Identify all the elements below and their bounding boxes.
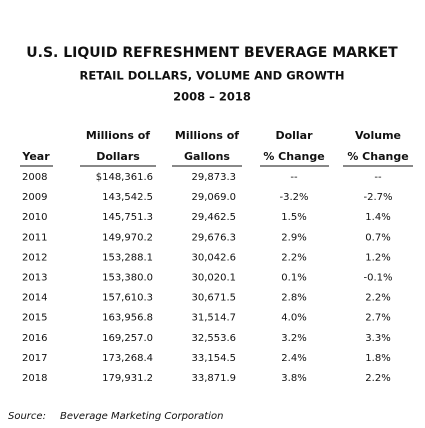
cell: 29,069.0: [191, 192, 236, 203]
cell: 163,956.8: [102, 313, 153, 324]
cell: 1.8%: [365, 353, 390, 364]
cell: 3.3%: [365, 333, 390, 344]
cell: 2.9%: [281, 232, 306, 243]
cell: 149,970.2: [102, 232, 153, 243]
cell: 179,931.2: [102, 373, 153, 384]
cell: 2018: [22, 373, 47, 384]
cell: 2011: [22, 232, 47, 243]
cell: 153,288.1: [102, 252, 153, 263]
cell: 2012: [22, 252, 47, 263]
cell: 2009: [22, 192, 47, 203]
cell: 1.2%: [365, 252, 390, 263]
cell: 29,676.3: [191, 232, 236, 243]
cell: 0.1%: [281, 273, 306, 284]
cell: 2.2%: [365, 373, 390, 384]
cell: 2.4%: [281, 353, 306, 364]
cell: 33,154.5: [191, 353, 236, 364]
cell: 1.5%: [281, 212, 306, 223]
cell: 29,462.5: [191, 212, 236, 223]
cell: 29,873.3: [191, 172, 236, 183]
cell: 2015: [22, 313, 47, 324]
cell: 30,671.5: [191, 293, 236, 304]
cell: -0.1%: [363, 273, 392, 284]
cell: 4.0%: [281, 313, 306, 324]
column-header: % Change: [347, 150, 408, 163]
cell: 2.7%: [365, 313, 390, 324]
subtitle: RETAIL DOLLARS, VOLUME AND GROWTH: [80, 69, 345, 83]
cell: -3.2%: [279, 192, 308, 203]
cell: 2.2%: [365, 293, 390, 304]
cell: 3.8%: [281, 373, 306, 384]
table: Year Millions of Dollars Millions of Gallons…: [20, 129, 413, 384]
cell: 2017: [22, 353, 47, 364]
source-label: Source:: [8, 411, 46, 422]
cell: 30,020.1: [191, 273, 236, 284]
cell: $148,361.6: [96, 172, 153, 183]
source-text: Beverage Marketing Corporation: [60, 411, 223, 422]
cell: 153,380.0: [102, 273, 153, 284]
title: U.S. LIQUID REFRESHMENT BEVERAGE MARKET: [26, 45, 398, 61]
cell: 173,268.4: [102, 353, 153, 364]
period: 2008 – 2018: [173, 90, 251, 104]
cell: 2.8%: [281, 293, 306, 304]
column-header: Year: [21, 150, 50, 163]
column-header: Millions of: [175, 129, 239, 142]
cell: 2.2%: [281, 252, 306, 263]
cell: 145,751.3: [102, 212, 153, 223]
cell: 2010: [22, 212, 47, 223]
column-header: Dollar: [275, 129, 313, 142]
cell: --: [374, 172, 382, 183]
cell: 33,871.9: [191, 373, 236, 384]
column-header: Volume: [355, 129, 401, 142]
cell: 169,257.0: [102, 333, 153, 344]
cell: 2013: [22, 273, 47, 284]
cell: 0.7%: [365, 232, 390, 243]
cell: 3.2%: [281, 333, 306, 344]
cell: 1.4%: [365, 212, 390, 223]
column-header: Gallons: [184, 150, 230, 163]
cell: 32,553.6: [191, 333, 236, 344]
cell: 31,514.7: [191, 313, 236, 324]
cell: 2014: [22, 293, 47, 304]
column-header: % Change: [263, 150, 324, 163]
cell: -2.7%: [363, 192, 392, 203]
cell: 143,542.5: [102, 192, 153, 203]
cell: 30,042.6: [191, 252, 236, 263]
cell: 2008: [22, 172, 47, 183]
cell: 2016: [22, 333, 47, 344]
column-header: Dollars: [96, 150, 140, 163]
column-header: Millions of: [86, 129, 150, 142]
cell: 157,610.3: [102, 293, 153, 304]
cell: --: [290, 172, 298, 183]
